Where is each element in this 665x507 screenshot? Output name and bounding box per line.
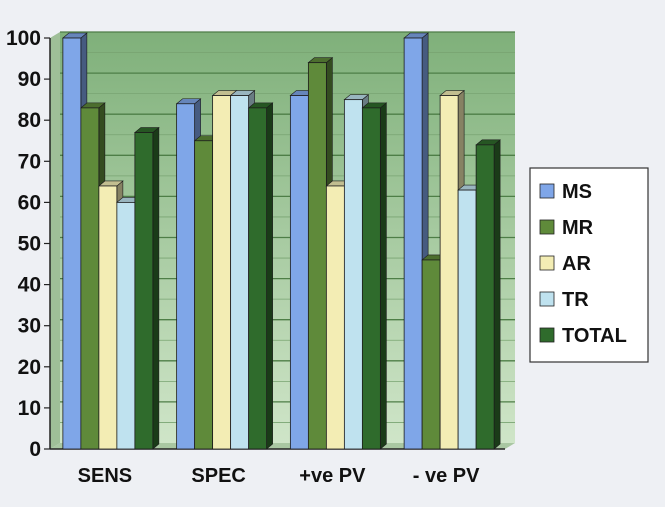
bar-tr-2 bbox=[343, 99, 363, 450]
y-tick-label: 10 bbox=[18, 397, 41, 420]
legend-label-ar: AR bbox=[562, 253, 591, 275]
legend-label-tr: TR bbox=[562, 289, 589, 311]
bar-tr-3 bbox=[457, 189, 477, 450]
legend-swatch-mr bbox=[539, 219, 555, 235]
x-tick-label: SPEC bbox=[191, 465, 245, 487]
y-tick-label: 100 bbox=[6, 27, 41, 50]
bar-mr-3 bbox=[421, 259, 441, 450]
bar-tr-0 bbox=[116, 201, 136, 450]
x-tick-label: - ve PV bbox=[413, 465, 480, 487]
x-tick-label: SENS bbox=[78, 465, 132, 487]
bar-mr-1 bbox=[194, 140, 214, 450]
legend-swatch-ar bbox=[539, 255, 555, 271]
bar-total-3 bbox=[475, 144, 495, 450]
bar-ms-1 bbox=[176, 103, 196, 450]
bar-ar-3 bbox=[439, 95, 459, 450]
bar-side-total bbox=[380, 102, 387, 450]
bar-tr-1 bbox=[230, 95, 250, 450]
bar-side-total bbox=[152, 126, 160, 450]
bar-mr-0 bbox=[80, 107, 100, 450]
bar-mr-2 bbox=[307, 62, 327, 450]
y-tick-label: 40 bbox=[18, 274, 41, 297]
bar-ar-0 bbox=[98, 185, 118, 450]
y-tick-label: 70 bbox=[18, 150, 41, 173]
y-tick-label: 0 bbox=[29, 438, 41, 461]
y-tick-label: 30 bbox=[18, 315, 41, 338]
legend-label-ms: MS bbox=[562, 181, 592, 203]
bar-ms-2 bbox=[289, 95, 309, 450]
y-tick-label: 50 bbox=[18, 233, 41, 256]
bar-side-total bbox=[493, 139, 501, 450]
bar-total-1 bbox=[248, 107, 268, 450]
bar-ar-1 bbox=[212, 95, 232, 450]
x-tick-label: +ve PV bbox=[299, 465, 366, 487]
bar-total-0 bbox=[134, 132, 154, 450]
y-tick-label: 90 bbox=[18, 68, 41, 91]
y-tick-label: 60 bbox=[18, 191, 41, 214]
bar-side-total bbox=[266, 102, 273, 450]
plot-side-wall bbox=[50, 32, 60, 449]
legend-swatch-total bbox=[539, 327, 555, 343]
legend-swatch-ms bbox=[539, 183, 555, 199]
bar-ms-0 bbox=[62, 37, 82, 450]
legend-swatch-tr bbox=[539, 291, 555, 307]
legend-label-mr: MR bbox=[562, 217, 594, 239]
legend-label-total: TOTAL bbox=[562, 325, 627, 347]
y-tick-label: 20 bbox=[18, 356, 41, 379]
y-tick-label: 80 bbox=[18, 109, 41, 132]
bar-ms-3 bbox=[403, 37, 423, 450]
bar-total-2 bbox=[361, 107, 381, 450]
plot-floor bbox=[50, 443, 515, 449]
bar-ar-2 bbox=[325, 185, 345, 450]
